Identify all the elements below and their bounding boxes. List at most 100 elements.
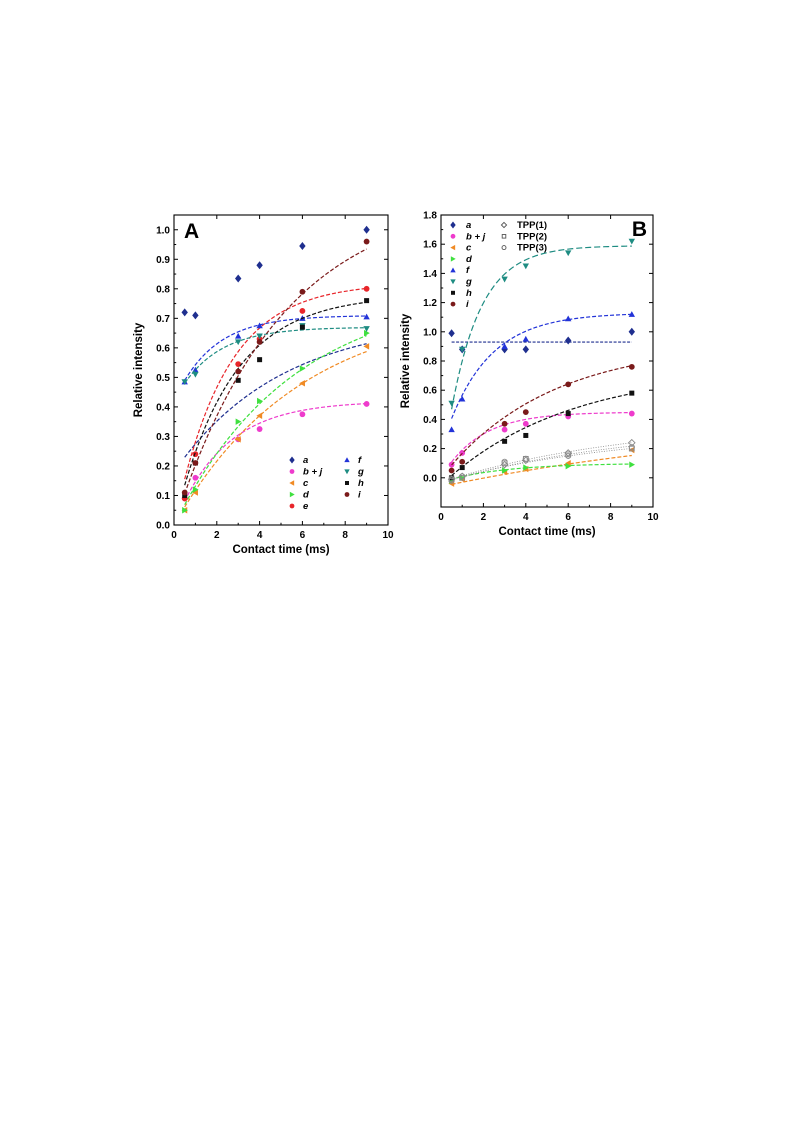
series-f (181, 313, 370, 385)
data-point (565, 381, 572, 388)
x-tick-label: 2 (214, 530, 220, 541)
data-point (522, 263, 529, 270)
y-axis: 0.0 0.2 0.4 0.6 0.8 1.0 1.2 1.4 1.6 1.8 Relative i… (400, 211, 653, 484)
legend-item: d (289, 490, 309, 501)
data-point (565, 462, 572, 470)
y-tick-label: 0.8 (423, 357, 437, 368)
legend-item: c (289, 478, 309, 489)
data-point (363, 343, 370, 350)
data-point (192, 311, 199, 320)
legend-label: b + j (303, 467, 323, 478)
data-point (501, 276, 508, 283)
data-point (448, 477, 455, 484)
data-point (182, 492, 188, 498)
data-point (256, 322, 263, 329)
series-a (181, 225, 370, 458)
data-point (459, 474, 466, 481)
y-tick-label: 0.2 (156, 461, 170, 472)
y-tick-label: 0.3 (156, 432, 170, 443)
fit-line (184, 350, 367, 508)
data-point (299, 365, 306, 372)
x-tick-label: 4 (523, 512, 529, 523)
data-point (256, 333, 263, 340)
legend-label: h (466, 288, 472, 299)
legend-label: i (358, 490, 361, 501)
legend-item: a (450, 220, 471, 231)
data-point (235, 418, 242, 425)
y-tick-label: 0.6 (156, 343, 170, 354)
data-point (501, 420, 508, 427)
data-point (565, 250, 572, 257)
legend-item: b + j (450, 231, 486, 242)
legend-item: TPP(3) (501, 243, 547, 254)
data-point (181, 379, 188, 386)
data-point (363, 238, 370, 245)
data-point (256, 426, 263, 432)
legend-marker (289, 491, 295, 498)
legend-marker (344, 492, 350, 497)
series-tpp-1- (447, 438, 636, 484)
data-point (363, 401, 370, 407)
data-point (501, 426, 508, 433)
y-axis-title: Relative intensity (133, 322, 145, 417)
legend-label: a (303, 455, 308, 466)
legend-marker (451, 290, 455, 295)
data-point (235, 377, 241, 383)
fit-line (451, 448, 632, 480)
data-point (523, 464, 529, 471)
legend-marker (289, 469, 295, 474)
legend-label: f (466, 265, 470, 276)
x-tick-label: 10 (382, 530, 394, 541)
y-tick-label: 0.7 (156, 314, 170, 325)
data-point (459, 473, 466, 480)
legend-item: TPP(1) (500, 220, 547, 231)
series-f (448, 311, 635, 433)
x-tick-label: 6 (565, 512, 571, 523)
legend-item: TPP(2) (501, 231, 547, 242)
legend-marker (344, 457, 350, 463)
data-point (181, 308, 188, 317)
data-point (299, 411, 306, 418)
legend-item: f (344, 455, 362, 466)
data-point (256, 339, 263, 345)
x-tick-label: 0 (438, 512, 444, 523)
legend-label: b + j (466, 231, 486, 242)
data-point (522, 345, 529, 354)
data-point (565, 460, 571, 467)
y-tick-label: 0.1 (156, 491, 170, 502)
y-axis: 0.0 0.1 0.2 0.3 0.4 0.5 0.6 0.7 0.8 0.9 1.0 Relativ… (133, 225, 388, 532)
data-point (192, 460, 199, 466)
data-point (299, 288, 306, 295)
x-tick-label: 8 (608, 512, 614, 523)
data-point (502, 467, 508, 474)
data-point (299, 380, 305, 387)
y-tick-label: 0.5 (156, 373, 170, 384)
y-tick-label: 0.8 (156, 284, 170, 295)
data-point (299, 324, 305, 330)
legend-marker (450, 244, 456, 251)
series-i (448, 363, 635, 474)
y-tick-label: 1.2 (423, 298, 437, 309)
data-point (459, 465, 465, 471)
y-tick-label: 0.4 (156, 402, 170, 413)
legend-marker (501, 245, 507, 251)
data-point (364, 329, 370, 337)
legend-marker (345, 481, 349, 485)
data-point (182, 507, 188, 514)
data-point (502, 438, 508, 444)
data-point (363, 313, 370, 320)
legend-item: g (450, 277, 472, 288)
data-point (523, 432, 529, 438)
y-tick-label: 0.0 (423, 473, 437, 484)
y-tick-label: 1.4 (423, 269, 437, 280)
data-point (628, 363, 635, 370)
legend-label: TPP(1) (517, 220, 547, 231)
x-tick-label: 4 (257, 530, 263, 541)
y-tick-label: 0.2 (423, 444, 437, 455)
series-c (181, 343, 370, 514)
legend-marker (501, 234, 507, 239)
series-a (448, 327, 635, 354)
series-tpp-3- (448, 444, 635, 484)
